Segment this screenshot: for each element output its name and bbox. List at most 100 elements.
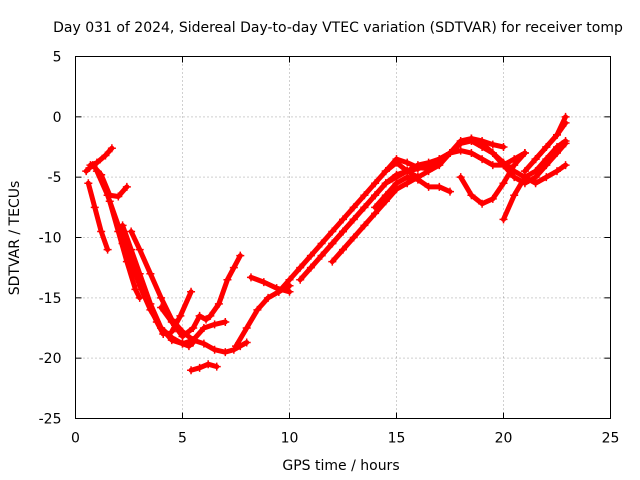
x-tick-label: 10 [281, 431, 299, 447]
data-point [285, 275, 294, 284]
data-point [97, 227, 106, 236]
data-point [456, 173, 465, 182]
data-point [131, 269, 140, 278]
series-line [85, 180, 111, 253]
data-point [499, 143, 508, 151]
data-point [499, 179, 508, 188]
data-point [446, 187, 454, 196]
data-series-track-3 [86, 144, 116, 170]
data-point [467, 191, 476, 200]
x-tick-label: 5 [178, 431, 187, 447]
data-point [478, 199, 487, 208]
data-point [510, 173, 519, 182]
data-point [127, 245, 136, 254]
ticks [75, 56, 611, 419]
data-point [242, 338, 251, 347]
x-tick-label: 15 [388, 431, 406, 447]
data-point [214, 299, 223, 308]
data-point [328, 227, 337, 236]
data-point [199, 324, 208, 332]
data-point [488, 140, 497, 149]
data-point [114, 227, 123, 236]
data-point [285, 287, 294, 296]
data-point [167, 327, 176, 336]
data-point [274, 287, 283, 296]
data-point [456, 146, 465, 155]
data-point [210, 345, 219, 354]
x-tick-label: 20 [495, 431, 513, 447]
data-point [499, 215, 508, 224]
data-point [446, 149, 454, 158]
data-series-track-17 [328, 134, 570, 266]
data-series-track-20 [456, 149, 529, 208]
data-point [349, 215, 358, 224]
data-point [253, 305, 262, 314]
data-point [118, 239, 127, 248]
data-point [221, 317, 230, 326]
data-point [103, 245, 112, 254]
data-point [105, 197, 114, 206]
x-tick-label: 25 [602, 431, 620, 447]
data-point [339, 227, 347, 236]
data-series-track-2 [84, 179, 112, 254]
data-point [232, 342, 240, 351]
data-point [499, 161, 508, 170]
x-tick-label: 0 [71, 431, 80, 447]
data-point [103, 191, 112, 200]
data-point [371, 179, 380, 188]
data-point [360, 191, 369, 200]
data-point [488, 194, 497, 203]
data-series-track-11 [187, 360, 221, 375]
data-point [531, 167, 540, 176]
data-point [131, 285, 140, 294]
y-axis-label: SDTVAR / TECUs [7, 181, 23, 296]
data-point [435, 182, 444, 191]
data-point [210, 320, 219, 329]
data-point [195, 311, 204, 320]
data-point [84, 179, 93, 188]
data-point [259, 278, 268, 287]
data-point [542, 155, 551, 164]
data-point [520, 167, 529, 176]
data-point [381, 167, 390, 176]
grid [75, 56, 611, 419]
data-point [317, 251, 326, 260]
data-point [157, 303, 166, 312]
data-point [90, 203, 99, 212]
data-series-track-19 [381, 158, 422, 182]
data-series-track-10 [167, 287, 196, 336]
data-point [371, 203, 380, 212]
data-series-track-7 [118, 239, 168, 339]
data-point [510, 161, 519, 170]
data-point [531, 155, 540, 164]
data-point [206, 311, 215, 320]
data-point [413, 161, 422, 170]
data-point [488, 149, 497, 158]
data-point [520, 149, 529, 158]
data-point [392, 158, 401, 167]
data-point [229, 263, 238, 272]
data-point [349, 233, 358, 242]
data-point [242, 324, 251, 332]
data-point [204, 360, 213, 369]
data-point [159, 330, 168, 339]
data-series-track-18 [371, 173, 454, 212]
series-line [188, 361, 220, 373]
data-point [167, 336, 176, 345]
data-point [561, 161, 570, 170]
y-tick-label: -15 [39, 291, 62, 307]
data-point [142, 293, 151, 302]
series-line [329, 136, 569, 265]
y-tick-label: -20 [39, 351, 62, 367]
data-point [317, 239, 326, 248]
data-point [392, 179, 401, 188]
data-point [236, 251, 245, 260]
data-point [339, 245, 347, 254]
data-point [223, 275, 232, 284]
data-series-track-9 [157, 251, 245, 341]
y-tick-label: -25 [39, 412, 62, 428]
data-point [296, 263, 305, 272]
data-point [92, 158, 101, 167]
data-point [202, 315, 211, 324]
